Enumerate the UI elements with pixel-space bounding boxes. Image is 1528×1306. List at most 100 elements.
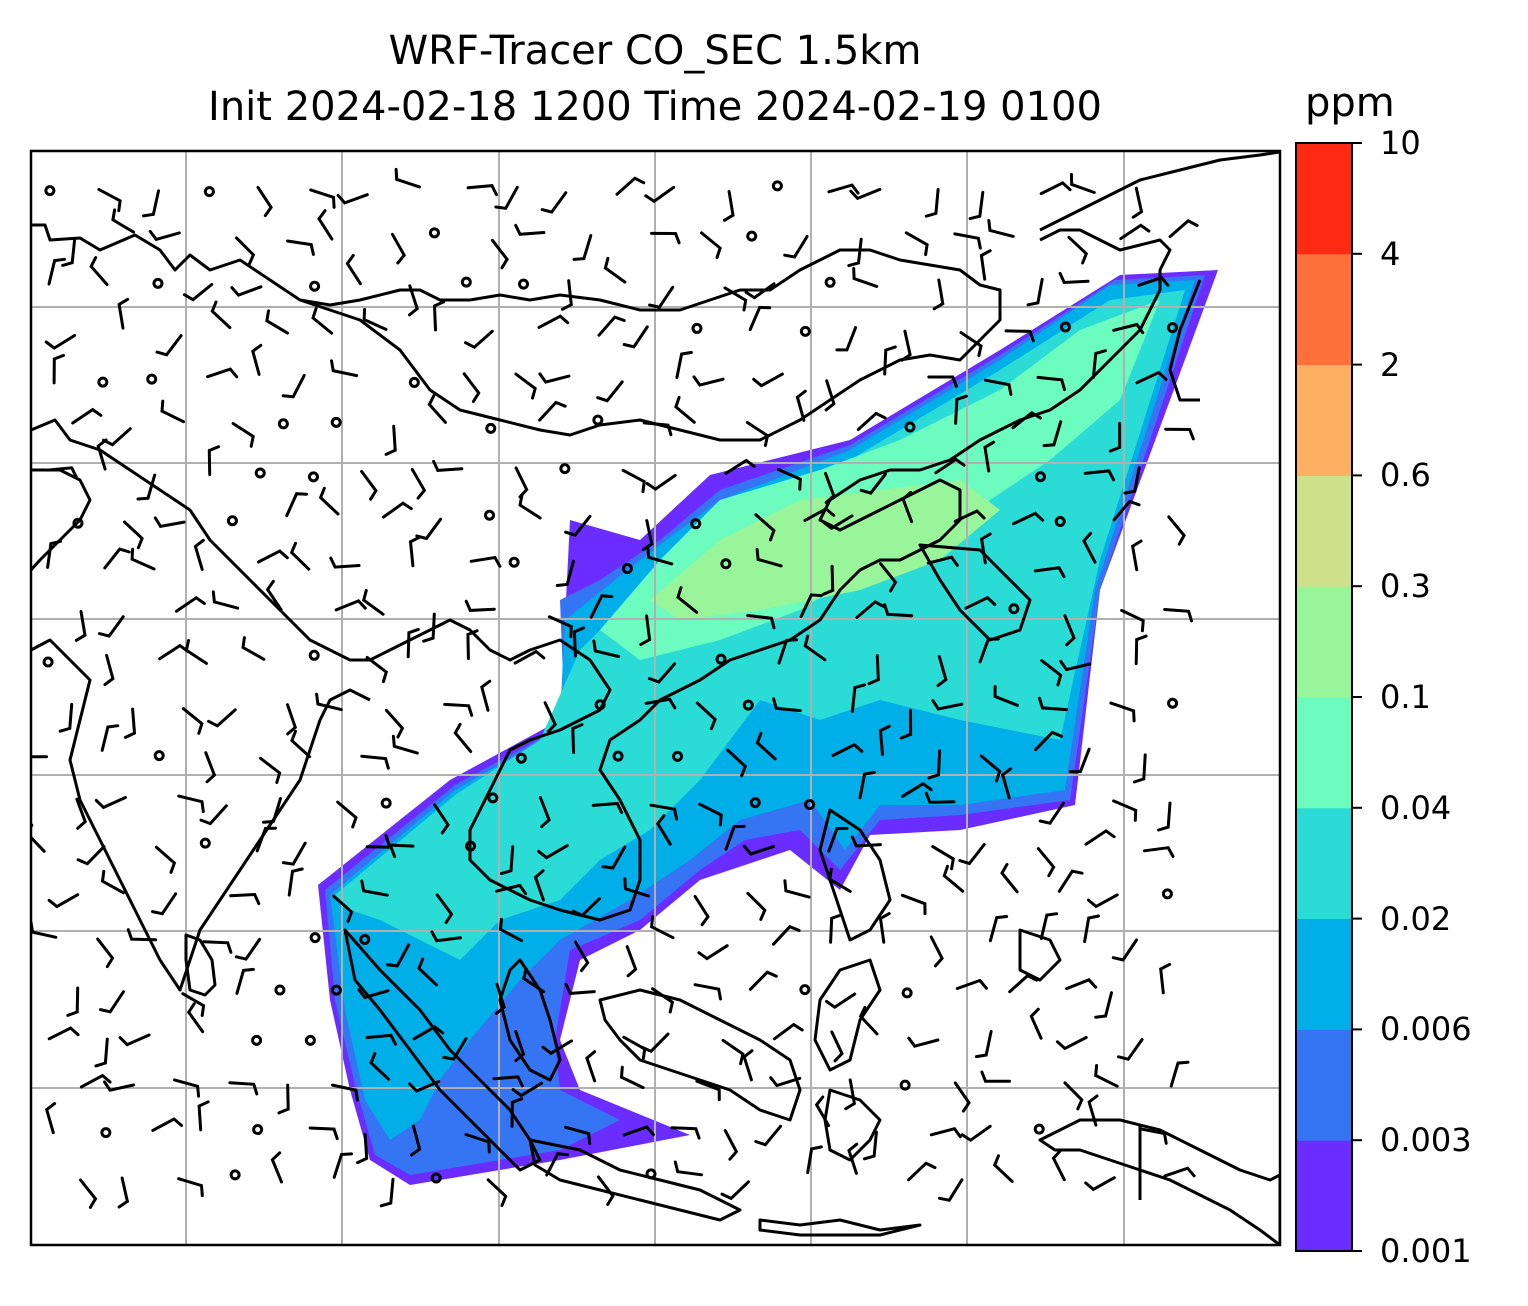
wind-barb bbox=[154, 845, 177, 874]
wind-barb bbox=[931, 845, 955, 871]
calm-wind-marker bbox=[460, 276, 472, 288]
wind-barb bbox=[777, 638, 798, 665]
wind-barb bbox=[136, 473, 157, 501]
wind-barb bbox=[742, 844, 776, 856]
wind-barb bbox=[360, 469, 378, 501]
wind-barb bbox=[987, 219, 1015, 238]
wind-barb bbox=[394, 167, 421, 189]
wind-barb bbox=[901, 781, 933, 798]
calm-wind-marker bbox=[146, 373, 158, 385]
wind-barb bbox=[979, 249, 992, 281]
calm-wind-marker bbox=[746, 230, 758, 242]
calm-wind-marker bbox=[645, 1168, 657, 1180]
calm-wind-marker bbox=[559, 463, 571, 475]
wind-barb bbox=[97, 187, 122, 213]
calm-wind-marker bbox=[430, 1172, 442, 1184]
wind-barb bbox=[1068, 747, 1091, 774]
wind-barb bbox=[642, 519, 654, 551]
wind-barb bbox=[184, 639, 208, 665]
wind-barb bbox=[849, 187, 882, 201]
calm-wind-marker bbox=[277, 418, 289, 430]
wind-barb bbox=[697, 944, 729, 961]
wind-barb bbox=[1094, 1064, 1119, 1088]
wind-barb bbox=[855, 600, 886, 619]
wind-barb bbox=[408, 535, 421, 568]
wind-barb bbox=[538, 796, 551, 829]
wind-barb bbox=[432, 459, 464, 472]
wind-barb bbox=[197, 1100, 210, 1132]
calm-wind-marker bbox=[229, 1169, 241, 1181]
wind-barb bbox=[1119, 223, 1151, 241]
wind-barb bbox=[390, 232, 407, 265]
wind-barb bbox=[89, 256, 109, 286]
wind-barb bbox=[722, 190, 735, 222]
wind-barb bbox=[827, 183, 860, 195]
wind-barb bbox=[1134, 634, 1148, 666]
calm-wind-marker bbox=[1033, 1123, 1045, 1135]
wind-barb bbox=[803, 634, 827, 662]
wind-barb bbox=[499, 845, 515, 876]
wind-barb bbox=[596, 380, 624, 403]
map-gridlines bbox=[31, 151, 1280, 1245]
wind-barb bbox=[417, 957, 438, 987]
wind-barb bbox=[334, 599, 367, 612]
calm-wind-marker bbox=[380, 797, 392, 809]
wind-barb bbox=[1040, 659, 1063, 687]
wind-barb bbox=[543, 701, 557, 734]
wind-barb bbox=[942, 864, 965, 893]
wind-barb bbox=[1111, 938, 1138, 962]
wind-barb bbox=[541, 1039, 573, 1056]
wind-barb bbox=[721, 1038, 745, 1066]
wind-barb bbox=[639, 614, 652, 646]
wind-barb bbox=[564, 1125, 592, 1146]
wind-barb bbox=[878, 912, 891, 944]
wind-barb bbox=[591, 801, 624, 814]
wind-barb bbox=[289, 541, 311, 571]
wind-barb bbox=[858, 770, 876, 800]
calm-wind-marker bbox=[152, 277, 164, 289]
calm-wind-marker bbox=[484, 509, 496, 521]
wind-barb bbox=[879, 562, 898, 593]
wind-barb bbox=[94, 1037, 109, 1068]
wind-barb bbox=[1169, 1060, 1190, 1088]
calm-wind-marker bbox=[359, 934, 371, 946]
wind-barb bbox=[795, 389, 807, 422]
wind-barb bbox=[480, 679, 492, 712]
wind-barb bbox=[904, 231, 929, 257]
wind-barb bbox=[1123, 466, 1141, 495]
wind-barb bbox=[281, 374, 306, 399]
wind-barb bbox=[649, 803, 679, 821]
wind-barb bbox=[1012, 511, 1045, 526]
wind-barb bbox=[1112, 799, 1138, 822]
wind-barb bbox=[384, 708, 405, 739]
wind-barb bbox=[724, 458, 756, 475]
wind-barb bbox=[748, 305, 772, 331]
wind-barb bbox=[806, 1145, 823, 1175]
calm-wind-marker bbox=[1167, 697, 1179, 709]
wind-barb bbox=[621, 468, 646, 494]
wind-barb bbox=[1084, 1176, 1116, 1192]
calm-wind-marker bbox=[1166, 322, 1178, 334]
wind-barb bbox=[432, 300, 446, 332]
wind-barb bbox=[365, 1033, 397, 1046]
wind-barb bbox=[315, 692, 343, 712]
wind-barb bbox=[1059, 659, 1092, 672]
wind-barb bbox=[1069, 172, 1096, 194]
wind-barb bbox=[927, 749, 942, 780]
wind-barb bbox=[647, 662, 677, 684]
wind-barb bbox=[745, 421, 770, 447]
wind-barb bbox=[181, 992, 206, 1017]
wind-barb bbox=[412, 1024, 445, 1041]
wind-barb bbox=[537, 844, 569, 860]
wind-barb bbox=[650, 915, 675, 940]
wind-barb bbox=[964, 595, 997, 610]
colorbar-tick-label: 0.1 bbox=[1380, 678, 1431, 716]
wind-barb bbox=[555, 559, 575, 587]
wind-barb bbox=[1157, 801, 1172, 832]
wind-barb bbox=[545, 1152, 570, 1177]
wind-barb bbox=[186, 1002, 205, 1034]
wind-barb bbox=[47, 257, 66, 286]
wind-barb bbox=[256, 549, 289, 564]
wind-barb bbox=[1057, 869, 1084, 893]
